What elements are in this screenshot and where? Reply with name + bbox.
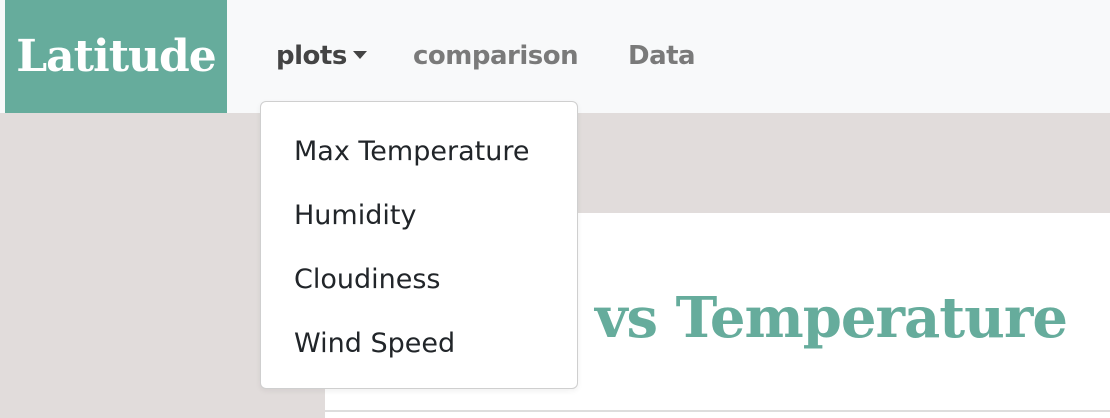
dropdown-item-humidity[interactable]: Humidity (294, 200, 417, 231)
nav-plots-label: plots (276, 41, 347, 71)
dropdown-item-max-temperature[interactable]: Max Temperature (294, 136, 530, 167)
caret-down-icon (352, 50, 367, 59)
navbar: Latitude plots comparison Data (0, 0, 1110, 113)
brand-link[interactable]: Latitude (5, 0, 227, 113)
nav-plots-dropdown-toggle[interactable]: plots (276, 0, 367, 113)
dropdown-item-wind-speed[interactable]: Wind Speed (294, 328, 456, 359)
nav-comparison-link[interactable]: comparison (413, 41, 579, 71)
dropdown-item-cloudiness[interactable]: Cloudiness (294, 264, 441, 295)
card-divider (325, 410, 1110, 412)
nav-data-link[interactable]: Data (628, 41, 696, 71)
plots-dropdown-menu: Max Temperature Humidity Cloudiness Wind… (260, 101, 578, 389)
